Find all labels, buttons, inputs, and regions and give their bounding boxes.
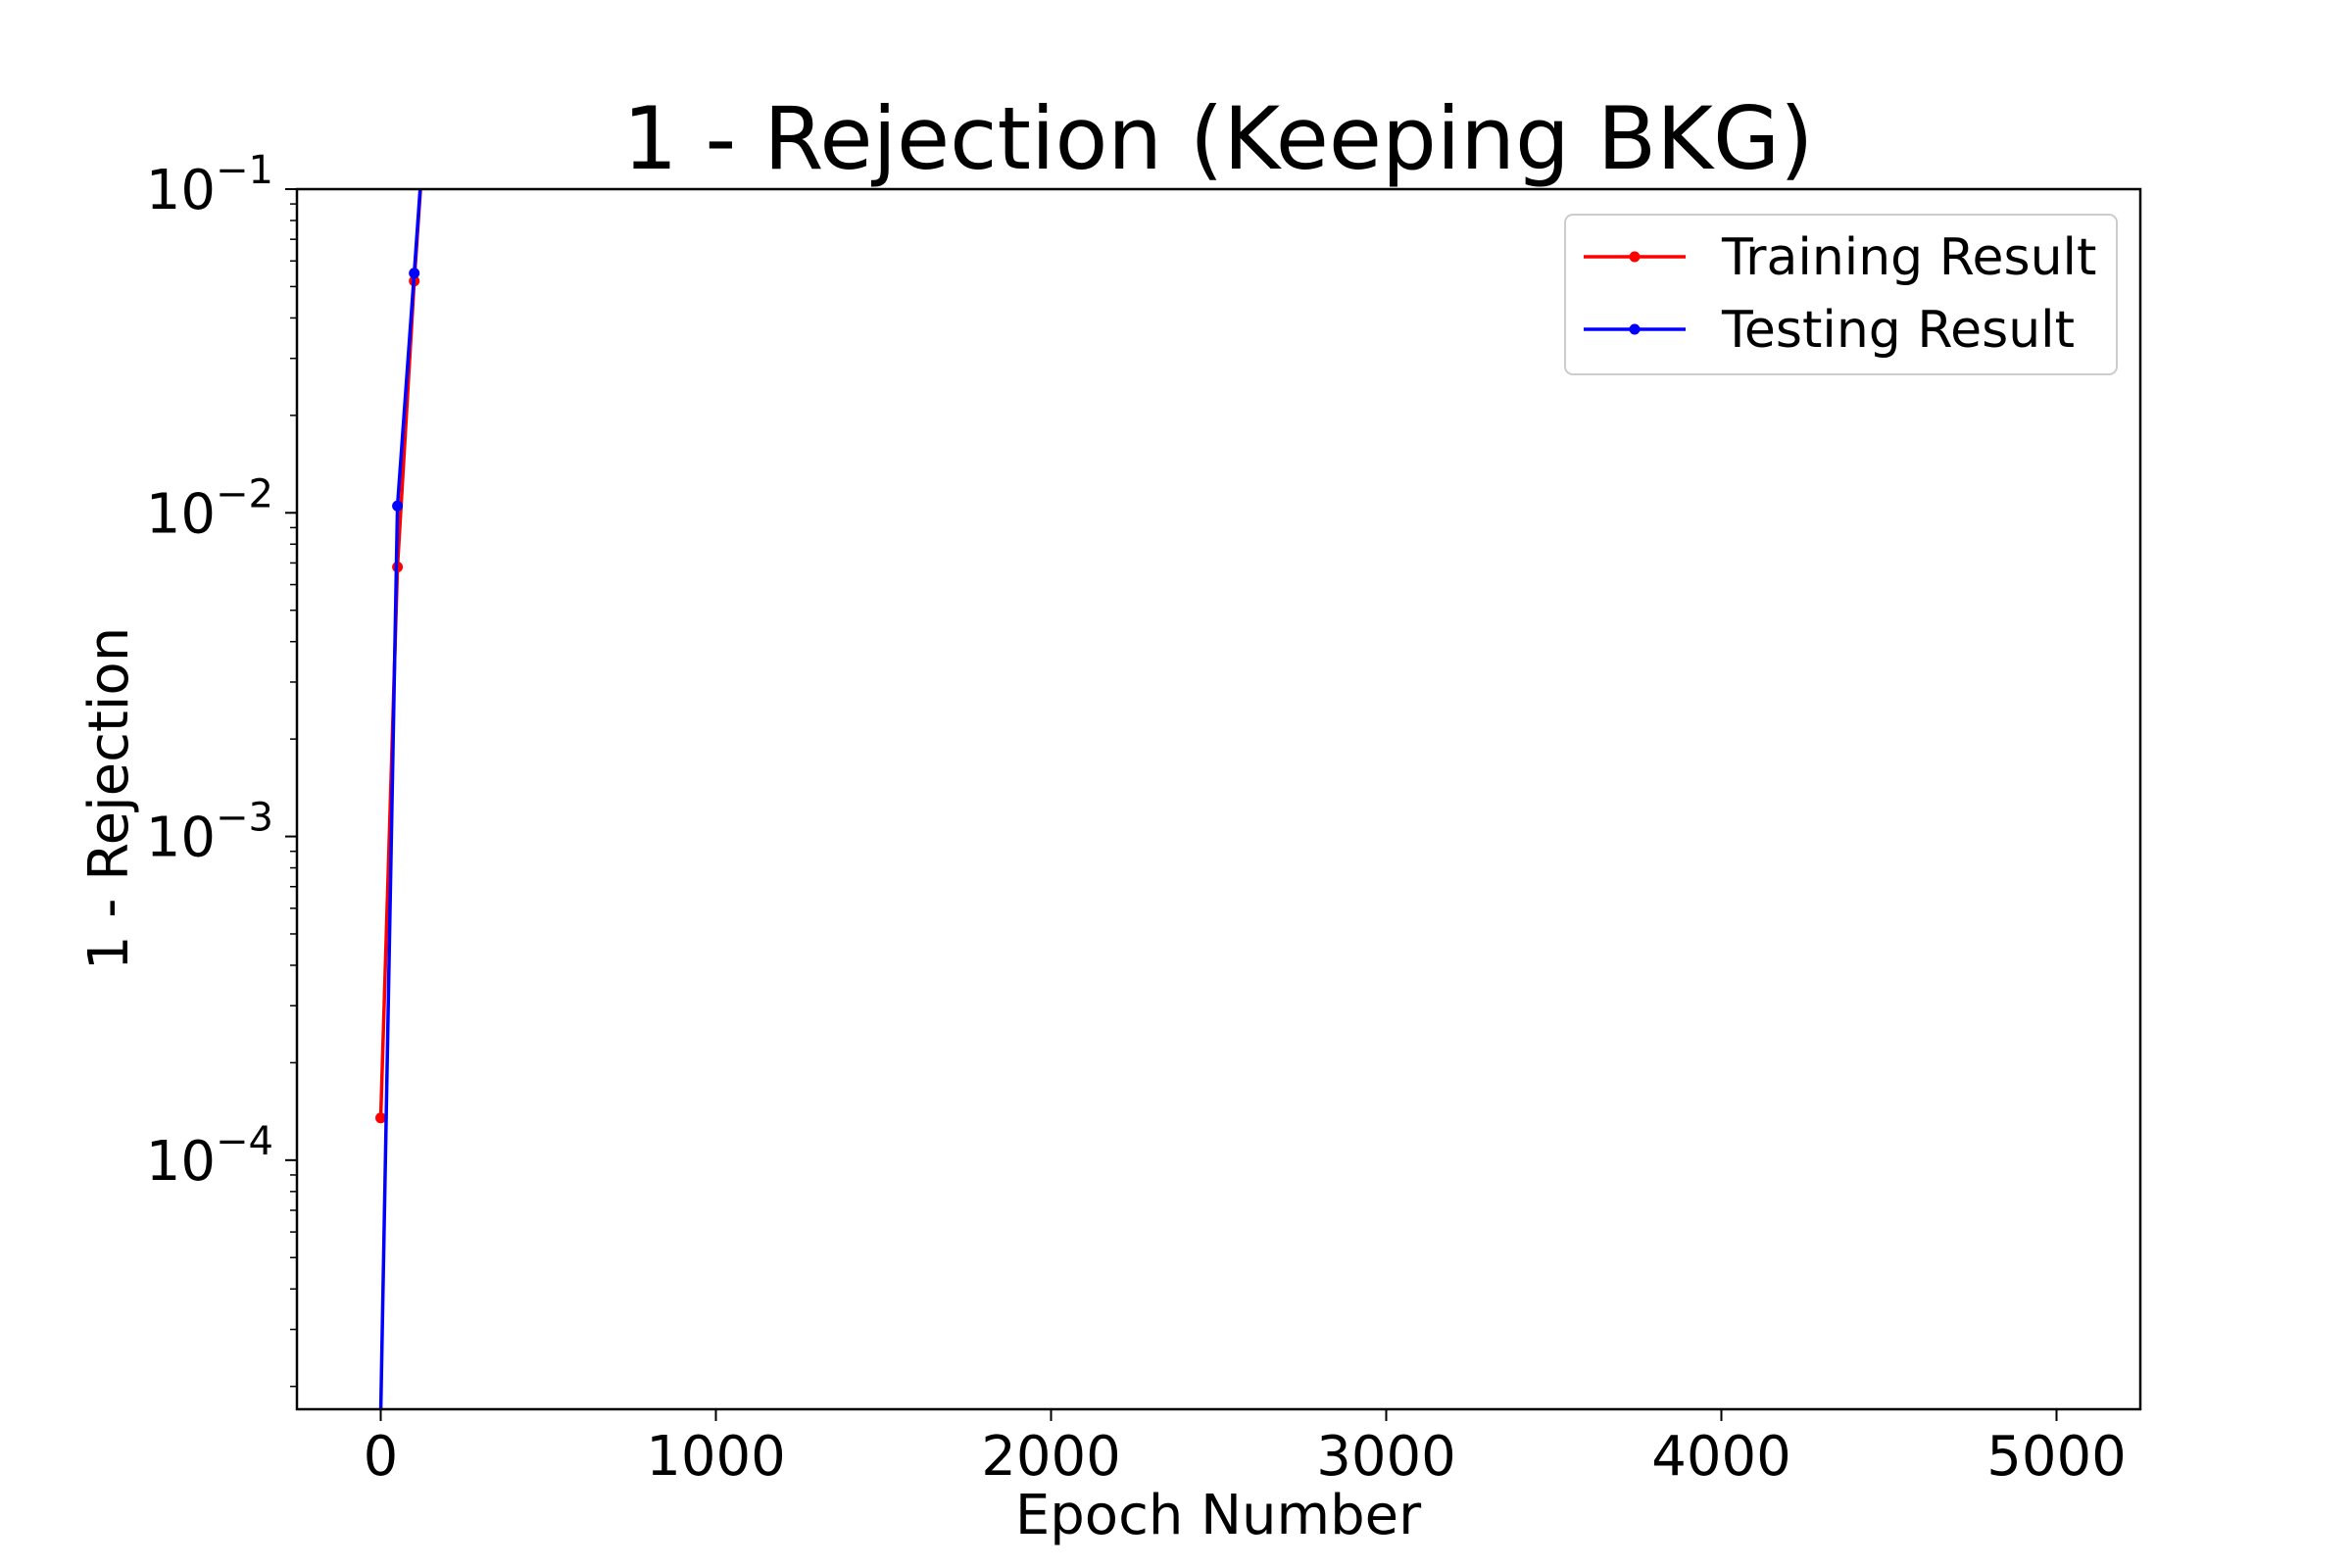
- data-point: [375, 1112, 386, 1124]
- x-tick-label: 5000: [1986, 1425, 2127, 1489]
- x-tick-label: 4000: [1651, 1425, 1791, 1489]
- plot-background: [297, 189, 2140, 1409]
- series-line: [378, 189, 422, 1409]
- chart-title: 1 - Rejection (Keeping BKG): [623, 88, 1814, 189]
- x-tick-label: 0: [364, 1425, 399, 1489]
- data-point: [409, 268, 420, 279]
- y-tick-label: 10−4: [146, 1119, 273, 1194]
- y-axis: 10−4 10−3 10−2 10−1: [146, 148, 297, 1388]
- data-point: [425, 29, 436, 40]
- y-tick-label: 10−1: [146, 148, 273, 222]
- plot-frame: [295, 187, 2142, 1411]
- legend-marker: [1629, 251, 1641, 263]
- legend-marker: [1629, 323, 1641, 335]
- x-tick-label: 2000: [981, 1425, 1121, 1489]
- legend-label: Testing Result: [1721, 301, 2075, 360]
- data-point: [392, 500, 404, 512]
- legend: Training Result Testing Result: [1564, 214, 2118, 375]
- x-tick-label: 3000: [1316, 1425, 1456, 1489]
- x-axis-label: Epoch Number: [1015, 1484, 1422, 1547]
- data-point: [425, 29, 436, 40]
- legend-label: Training Result: [1721, 228, 2096, 287]
- series-line: [378, 189, 422, 1118]
- y-tick-label: 10−3: [146, 796, 273, 870]
- x-tick-label: 1000: [646, 1425, 786, 1489]
- x-axis: 0 1000 2000 3000 4000 5000: [364, 1409, 2127, 1489]
- series-layer: [375, 29, 436, 1409]
- y-axis-label: 1 - Rejection: [77, 627, 141, 970]
- legend-box: [1564, 214, 2118, 375]
- y-tick-label: 10−2: [146, 471, 273, 546]
